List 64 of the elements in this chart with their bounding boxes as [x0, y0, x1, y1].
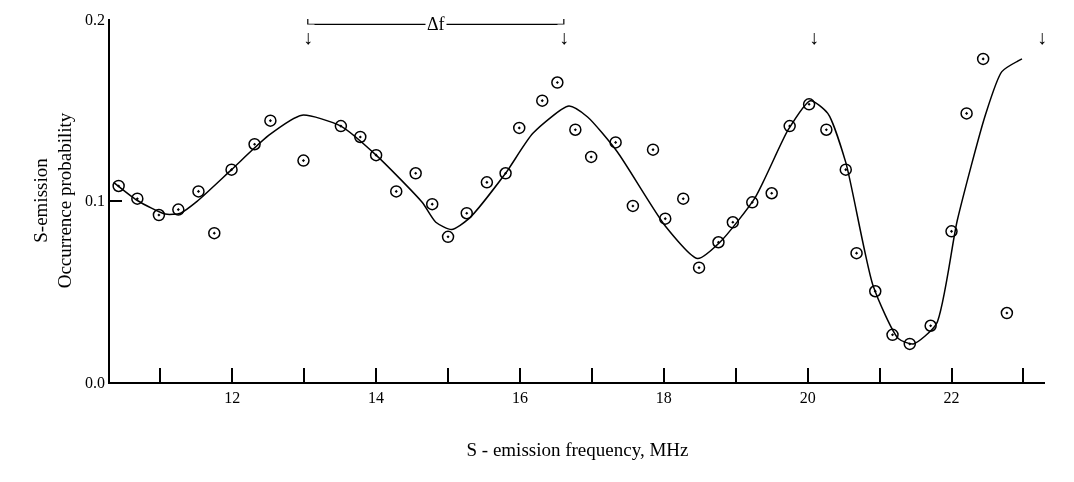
point [441, 230, 455, 244]
point [692, 261, 706, 274]
point [820, 123, 833, 136]
point [369, 148, 383, 162]
y-tick-label: 0.0 [85, 373, 106, 391]
x-tick-label: 16 [511, 388, 528, 406]
point [869, 285, 882, 298]
point [802, 98, 816, 111]
point [584, 150, 598, 164]
point [334, 119, 348, 133]
x-axis-title: S - emission frequency, MHz [466, 439, 689, 461]
point [945, 225, 958, 238]
annotation: Δf [427, 14, 445, 34]
point [264, 114, 277, 127]
x-tick-label: 14 [368, 388, 385, 406]
point [676, 192, 690, 205]
x-tick-label: 12 [224, 388, 241, 406]
point [172, 203, 185, 216]
point [960, 107, 973, 120]
point [354, 130, 367, 144]
point [886, 328, 899, 342]
point [746, 196, 759, 209]
point [783, 119, 796, 133]
point [551, 76, 564, 89]
annotation: ↓ [303, 26, 313, 48]
point [1000, 306, 1014, 320]
point [409, 167, 422, 180]
point [924, 319, 937, 332]
point [208, 226, 221, 240]
point [626, 199, 640, 213]
point [609, 136, 622, 149]
point [499, 167, 512, 180]
point [512, 121, 526, 135]
annotation: ↓ [559, 26, 569, 48]
point [460, 206, 473, 220]
point [659, 212, 672, 225]
point [480, 176, 494, 189]
point [850, 246, 863, 260]
annotation: ↓ [1037, 26, 1047, 48]
point [536, 94, 549, 107]
point [192, 185, 205, 198]
point [839, 163, 853, 176]
x-tick-label: 18 [655, 388, 672, 406]
point [297, 154, 310, 167]
point [903, 337, 917, 351]
annotation: ↓ [809, 26, 819, 48]
point [131, 192, 144, 205]
y-tick-label: 0.2 [85, 10, 106, 28]
x-tick-label: 22 [943, 388, 960, 406]
x-tick-label: 20 [799, 388, 816, 406]
y-axis-title: S-emission Occurrence probability [29, 112, 76, 289]
point [646, 143, 660, 156]
y-tick-label: 0.1 [85, 192, 106, 210]
point [569, 123, 582, 136]
point [765, 186, 778, 200]
point [712, 236, 725, 249]
point [225, 163, 238, 176]
point [248, 137, 261, 151]
point [112, 179, 125, 193]
point [425, 197, 439, 211]
point [152, 208, 166, 222]
point [976, 52, 990, 66]
point [390, 185, 403, 198]
point [726, 216, 740, 229]
